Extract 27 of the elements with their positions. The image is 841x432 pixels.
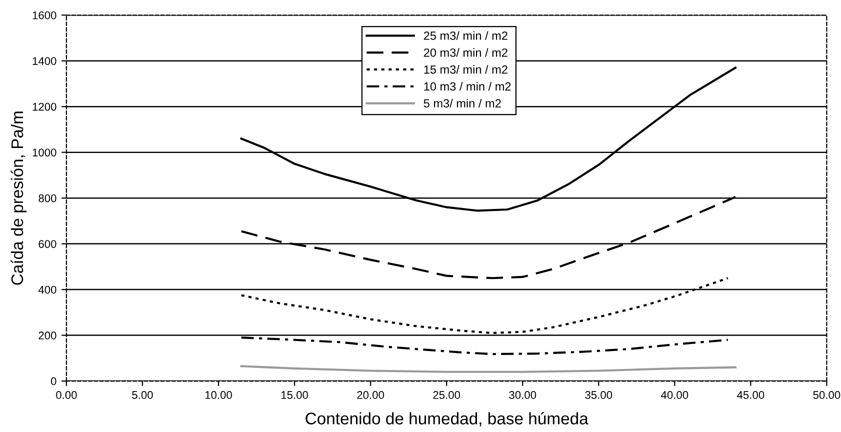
x-tick-label: 15.00 [281, 391, 308, 399]
y-tick-label: 600 [38, 240, 56, 248]
legend-label: 5 m3/ min / m2 [424, 98, 501, 108]
y-tick-label: 200 [38, 332, 56, 340]
x-tick-label: 25.00 [433, 391, 460, 399]
y-tick-label: 0 [50, 377, 56, 386]
x-tick-label: 35.00 [585, 391, 612, 399]
x-tick-label: 5.00 [132, 391, 153, 399]
y-tick-label: 400 [38, 286, 56, 294]
x-tick-label: 40.00 [661, 391, 688, 399]
y-axis-title: Caída de presión, Pa/m [10, 112, 26, 285]
x-axis-title: Contenido de humedad, base húmeda [306, 412, 588, 426]
x-tick-label: 50.00 [813, 391, 840, 399]
y-tick-label: 1000 [32, 148, 56, 156]
x-tick-label: 30.00 [509, 391, 536, 399]
legend-label: 15 m3/ min / m2 [424, 65, 508, 74]
legend-label: 10 m3 / min / m2 [424, 82, 511, 91]
x-tick-label: 0.00 [56, 391, 77, 399]
y-tick-label: 1600 [32, 11, 56, 20]
y-tick-label: 1200 [32, 102, 56, 111]
x-tick-label: 45.00 [737, 391, 764, 399]
legend-label: 20 m3/ min / m2 [424, 48, 508, 57]
x-tick-label: 10.00 [205, 391, 232, 399]
y-tick-label: 1400 [32, 57, 56, 65]
legend-label: 25 m3/ min / m2 [424, 31, 508, 40]
x-tick-label: 20.00 [357, 391, 384, 399]
y-tick-label: 800 [38, 194, 56, 202]
